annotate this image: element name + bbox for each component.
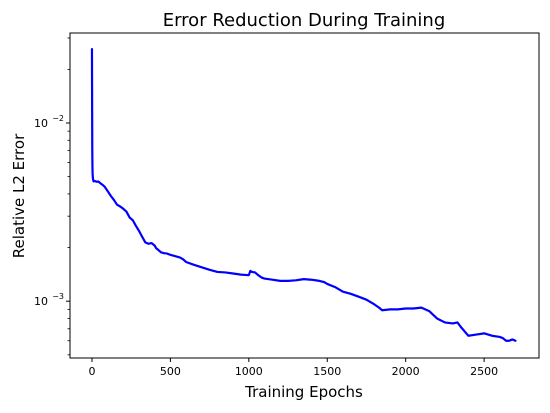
y-axis-label: Relative L2 Error: [10, 133, 28, 258]
y-tick-label: 10 −3: [34, 292, 64, 308]
x-tick-label: 500: [160, 365, 181, 378]
y-tick-label: 10 −2: [34, 114, 64, 130]
series-layer: [90, 47, 517, 342]
y-axis: 10−3 10−2: [34, 37, 70, 356]
x-tick-label: 0: [88, 365, 95, 378]
chart-title: Error Reduction During Training: [163, 10, 446, 31]
x-tick-label: 1000: [235, 365, 263, 378]
x-tick-label: 2000: [392, 365, 420, 378]
x-axis-label: Training Epochs: [244, 383, 363, 401]
x-axis: 0 500 1000 1500 2000 2500: [88, 358, 498, 378]
series-line: [90, 47, 517, 342]
x-tick-label: 2500: [470, 365, 498, 378]
x-tick-label: 1500: [313, 365, 341, 378]
plot-frame: [69, 32, 540, 359]
